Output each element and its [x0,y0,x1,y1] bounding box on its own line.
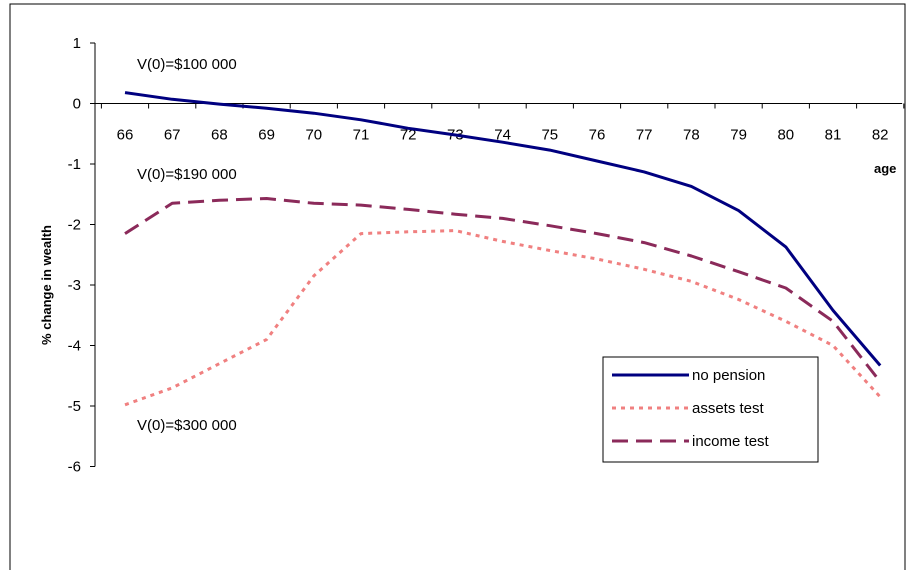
series-line-income-test [124,197,882,383]
x-tick-label: 68 [211,127,228,144]
legend: no pension assets test income test [602,356,819,463]
x-tick-label: 79 [730,127,747,144]
annotation-label: V(0)=$190 000 [137,166,237,183]
series-lines [124,91,882,407]
annotation-label: V(0)=$300 000 [137,417,237,434]
series-line-no-pension [124,91,882,367]
x-tick-label: 66 [117,127,134,144]
x-tick-label: 67 [164,127,181,144]
x-tick-label: 75 [541,127,558,144]
legend-label: income test [692,433,770,450]
x-tick-label: 81 [825,127,842,144]
x-tick-label: 78 [683,127,700,144]
x-tick-label: 72 [400,127,417,144]
x-axis-title: age [874,161,896,176]
x-tick-label: 77 [636,127,653,144]
chart-frame [9,3,906,570]
y-tick-label: -5 [68,398,81,415]
y-tick-label: -6 [68,459,81,476]
x-tick-label: 70 [305,127,322,144]
y-tick-label: -1 [68,156,81,173]
legend-label: assets test [692,400,765,417]
x-tick-label: 80 [777,127,794,144]
x-tick-label: 71 [353,127,370,144]
annotations: V(0)=$100 000 V(0)=$190 000 V(0)=$300 000 [137,56,237,434]
y-tick-label: 1 [73,35,81,52]
y-tick-label: -3 [68,277,81,294]
annotation-label: V(0)=$100 000 [137,56,237,73]
y-tick-label: -2 [68,217,81,234]
y-axis-title: % change in wealth [39,225,54,345]
x-tick-label: 76 [589,127,606,144]
series-line-assets-test [124,229,882,407]
x-tick-label: 74 [494,127,511,144]
legend-label: no pension [692,367,765,384]
y-tick-label: 0 [73,96,81,113]
x-tick-label: 69 [258,127,275,144]
y-tick-label: -4 [68,338,81,355]
x-tick-label: 82 [872,127,889,144]
